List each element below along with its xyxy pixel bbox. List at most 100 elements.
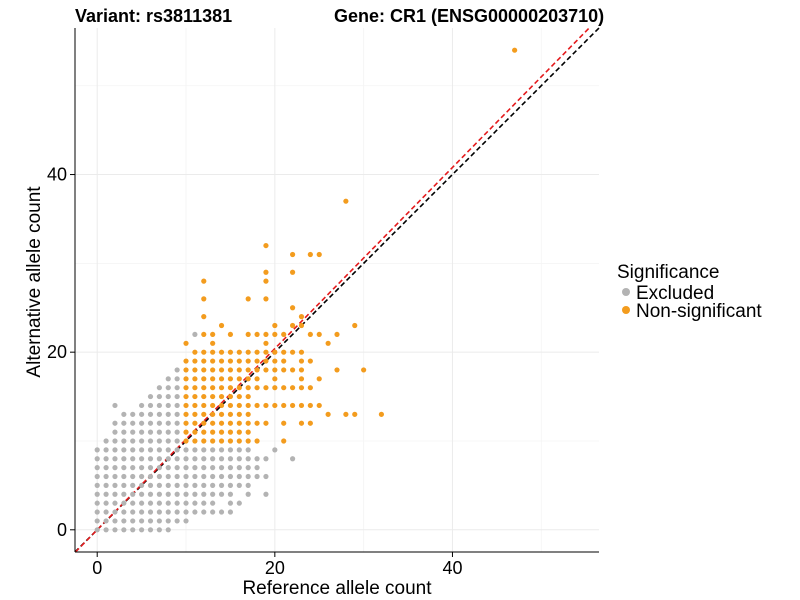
- data-point: [183, 465, 189, 471]
- data-point: [227, 385, 234, 391]
- data-point: [147, 500, 154, 506]
- data-point: [130, 527, 136, 533]
- data-point: [210, 482, 216, 488]
- data-point: [147, 518, 154, 524]
- data-point: [289, 305, 296, 311]
- data-point: [245, 429, 251, 435]
- data-point: [210, 376, 216, 382]
- data-point: [156, 500, 162, 506]
- data-point: [236, 473, 242, 480]
- data-point: [174, 465, 180, 471]
- data-point: [147, 509, 154, 515]
- data-point: [192, 411, 198, 417]
- data-point: [192, 482, 198, 488]
- data-point: [254, 420, 260, 426]
- reference-line: [74, 27, 590, 553]
- data-point: [130, 473, 136, 480]
- data-point: [147, 393, 154, 400]
- data-point: [156, 456, 162, 462]
- data-point: [210, 438, 216, 444]
- data-point: [183, 385, 189, 391]
- data-point: [289, 456, 296, 462]
- data-point: [139, 420, 145, 426]
- data-point: [165, 385, 171, 391]
- data-point: [254, 465, 260, 471]
- data-point: [103, 456, 109, 462]
- data-point: [298, 376, 305, 382]
- data-point: [94, 447, 100, 453]
- data-point: [192, 438, 198, 444]
- data-point: [263, 385, 269, 391]
- data-point: [334, 331, 340, 338]
- data-point: [236, 420, 242, 426]
- data-point: [245, 349, 251, 355]
- data-point: [272, 322, 278, 329]
- data-point: [236, 438, 242, 444]
- data-point: [94, 456, 100, 462]
- data-point: [156, 465, 162, 471]
- data-point: [218, 367, 225, 373]
- data-point: [156, 429, 162, 435]
- y-tick-label: 40: [47, 165, 67, 185]
- data-point: [112, 447, 118, 453]
- data-point: [343, 198, 349, 204]
- data-point: [192, 385, 198, 391]
- data-point: [94, 509, 100, 515]
- data-point: [112, 500, 118, 506]
- data-point: [298, 358, 305, 364]
- data-point: [245, 358, 251, 364]
- data-point: [236, 447, 242, 453]
- data-point: [245, 420, 251, 426]
- data-point: [227, 331, 234, 338]
- data-point: [121, 527, 127, 533]
- data-point: [227, 358, 234, 364]
- data-point: [112, 429, 118, 435]
- data-point: [139, 456, 145, 462]
- data-point: [201, 314, 207, 320]
- data-point: [218, 393, 225, 400]
- data-point: [210, 331, 216, 338]
- data-point: [227, 509, 234, 515]
- data-point: [210, 385, 216, 391]
- reference-line: [74, 27, 600, 553]
- data-point: [210, 473, 216, 480]
- data-point: [183, 518, 189, 524]
- data-point: [103, 465, 109, 471]
- data-point: [103, 500, 109, 506]
- data-point: [103, 518, 109, 524]
- data-point: [289, 367, 296, 373]
- data-point: [263, 269, 269, 275]
- data-point: [130, 456, 136, 462]
- data-point: [147, 420, 154, 426]
- data-point: [281, 358, 287, 364]
- data-point: [139, 473, 145, 480]
- data-point: [147, 491, 154, 497]
- data-point: [156, 385, 162, 391]
- data-point: [201, 465, 207, 471]
- data-point: [210, 340, 216, 346]
- chart-title-gene: Gene: CR1 (ENSG00000203710): [334, 6, 604, 26]
- data-point: [121, 482, 127, 488]
- data-point: [94, 500, 100, 506]
- data-point: [112, 420, 118, 426]
- data-point: [245, 447, 251, 453]
- data-point: [218, 358, 225, 364]
- data-point: [218, 402, 225, 409]
- data-point: [112, 509, 118, 515]
- data-point: [139, 447, 145, 453]
- data-point: [218, 465, 225, 471]
- data-point: [121, 429, 127, 435]
- legend-title: Significance: [617, 262, 719, 283]
- data-point: [103, 438, 109, 444]
- data-point: [254, 331, 260, 338]
- data-point: [218, 482, 225, 488]
- data-point: [263, 331, 269, 338]
- data-point: [218, 438, 225, 444]
- data-point: [156, 402, 162, 409]
- data-point: [281, 420, 287, 426]
- data-point: [121, 473, 127, 480]
- axes: [74, 28, 599, 553]
- data-point: [298, 385, 305, 391]
- data-point: [130, 518, 136, 524]
- data-point: [183, 456, 189, 462]
